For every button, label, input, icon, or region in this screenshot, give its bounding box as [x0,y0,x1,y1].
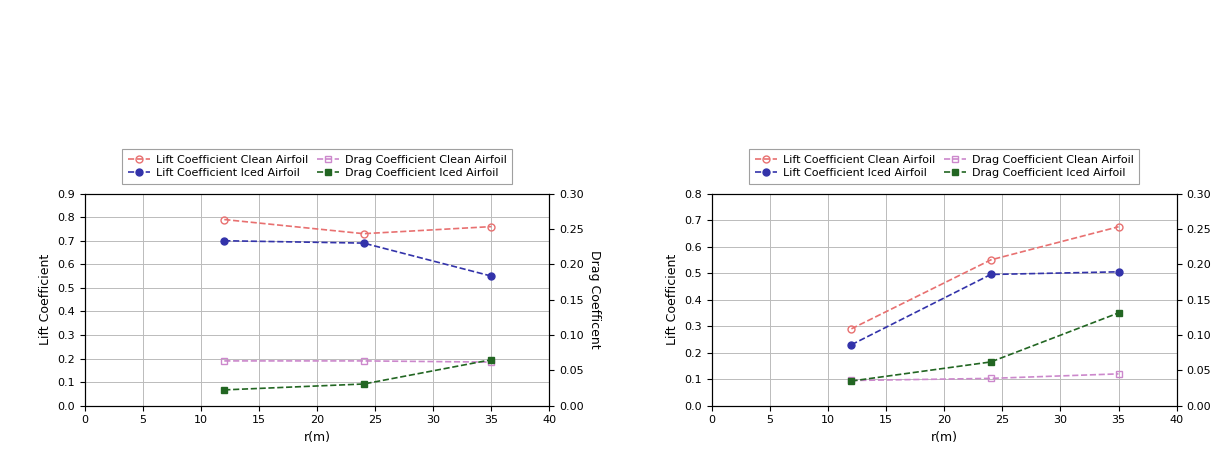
X-axis label: r(m): r(m) [930,431,958,444]
Y-axis label: Lift Coefficient: Lift Coefficient [39,254,52,345]
Y-axis label: Lift Coefficient: Lift Coefficient [666,254,679,345]
Legend: Lift Coefficient Clean Airfoil, Lift Coefficient Iced Airfoil, Drag Coefficient : Lift Coefficient Clean Airfoil, Lift Coe… [123,149,512,184]
X-axis label: r(m): r(m) [303,431,331,444]
Legend: Lift Coefficient Clean Airfoil, Lift Coefficient Iced Airfoil, Drag Coefficient : Lift Coefficient Clean Airfoil, Lift Coe… [750,149,1139,184]
Y-axis label: Drag Coefficent: Drag Coefficent [587,250,600,349]
